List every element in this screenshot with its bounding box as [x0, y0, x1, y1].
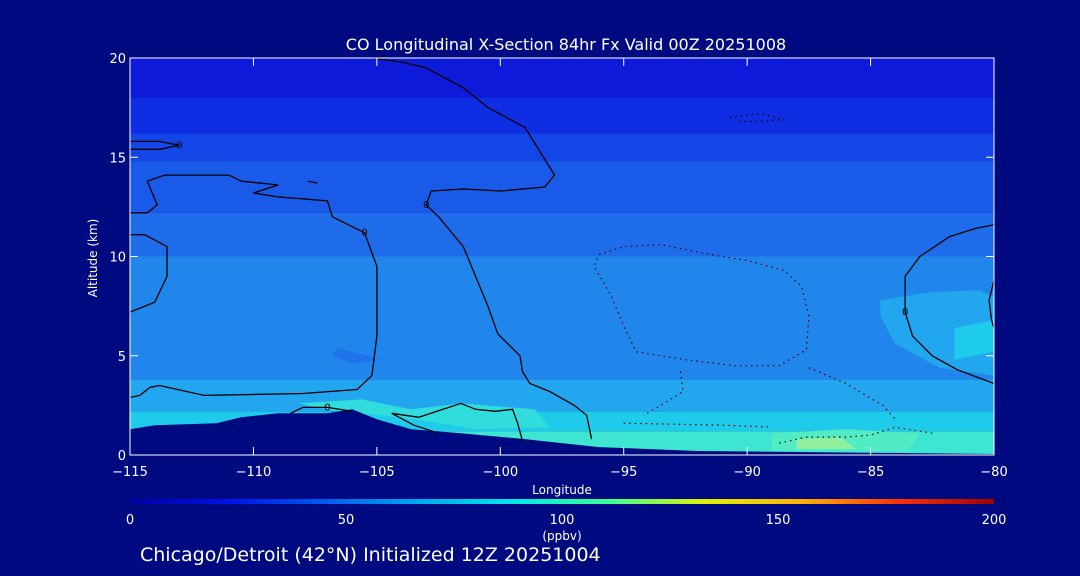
y-tick-label-3: 15	[109, 151, 126, 166]
band-1	[130, 97, 994, 134]
contour-0	[130, 140, 180, 150]
colorbar-ticks: 0 50 100 150 200	[126, 513, 1007, 528]
contour-15	[779, 426, 933, 444]
contour-1	[290, 406, 353, 414]
colorbar-tick-label-2: 100	[550, 513, 575, 528]
x-tick-label-3: −100	[482, 465, 518, 480]
x-tick-label-4: −95	[610, 465, 637, 480]
band-0	[130, 58, 994, 98]
y-tick-label-4: 20	[109, 52, 126, 67]
y-tick-label-0: 0	[118, 449, 126, 464]
contour-label-0: 0	[176, 140, 182, 151]
contour-7	[307, 180, 318, 184]
y-axis: 0 5 10 15 20	[109, 52, 994, 464]
contour-9	[988, 280, 994, 329]
patch-4	[796, 437, 856, 449]
y-tick-label-2: 10	[109, 251, 126, 266]
x-axis-label: Longitude	[532, 483, 592, 497]
colorbar: 0 50 100 150 200 (ppbv)	[126, 499, 1007, 543]
patch-2	[297, 399, 550, 430]
contour-11	[808, 367, 896, 420]
contour-5	[418, 402, 524, 442]
concentration-bands	[130, 58, 994, 455]
x-tick-label-5: −90	[733, 465, 760, 480]
contour-6	[391, 412, 439, 434]
patch-5	[332, 347, 382, 364]
x-tick-label-1: −110	[236, 465, 272, 480]
colorbar-tick-label-3: 150	[766, 513, 791, 528]
x-tick-label-6: −85	[857, 465, 884, 480]
x-axis: −115 −110 −105 −100 −95 −90 −85 −80	[112, 58, 1008, 480]
terrain-mask	[130, 409, 994, 455]
patch-1	[954, 320, 994, 360]
contour-label-8: 0	[902, 307, 908, 318]
terrain-polygon	[130, 409, 994, 455]
band-4	[130, 212, 994, 257]
band-6	[130, 379, 994, 412]
contour-8	[904, 224, 994, 385]
colorbar-tick-label-1: 50	[338, 513, 355, 528]
band-5	[130, 256, 994, 380]
band-3	[130, 161, 994, 213]
y-axis-label: Altitude (km)	[86, 219, 100, 298]
x-tick-label-0: −115	[112, 465, 148, 480]
footer-caption: Chicago/Detroit (42°N) Initialized 12Z 2…	[140, 544, 601, 566]
contour-3	[130, 174, 378, 399]
contour-14	[729, 112, 785, 123]
band-2	[130, 133, 994, 162]
colorbar-tick-label-4: 200	[982, 513, 1007, 528]
colorbar-unit-label: (ppbv)	[542, 529, 581, 543]
contour-label-1: 0	[324, 402, 330, 413]
contour-lines: 0 0 0 0 0	[130, 58, 994, 444]
x-tick-label-7: −80	[980, 465, 1007, 480]
colorbar-tick-label-0: 0	[126, 513, 134, 528]
x-tick-label-2: −105	[359, 465, 395, 480]
chart-title: CO Longitudinal X-Section 84hr Fx Valid …	[346, 35, 786, 54]
contour-4	[130, 234, 168, 313]
colorbar-gradient	[130, 499, 994, 504]
contour-label-3: 0	[361, 228, 367, 239]
concentration-patches	[297, 290, 994, 451]
contour-label-2: 0	[423, 200, 429, 211]
contour-2	[371, 58, 593, 440]
contour-12	[643, 371, 684, 416]
plot-area: 0 0 0 0 0	[130, 58, 994, 455]
y-tick-label-1: 5	[118, 350, 126, 365]
